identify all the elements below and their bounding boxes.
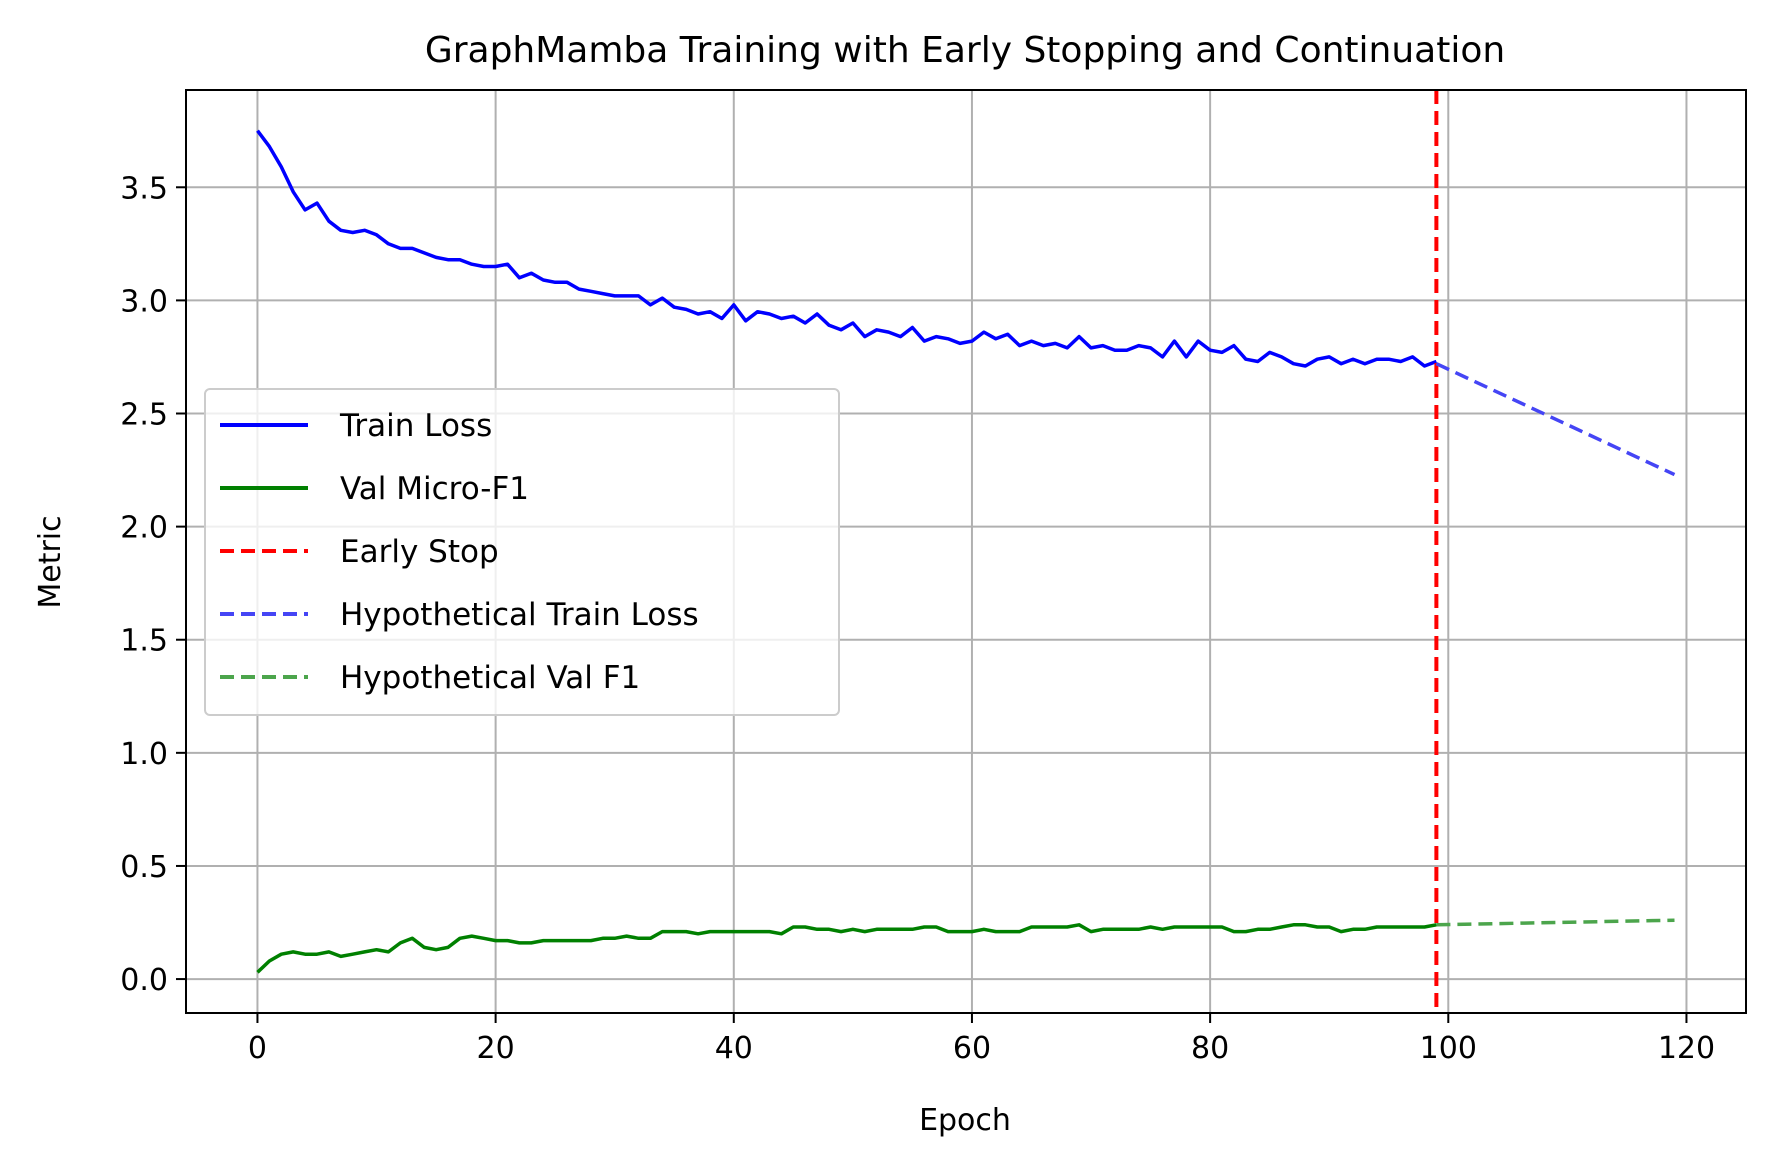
hypothetical-train-loss-line — [1435, 362, 1676, 477]
val-micro-f1-line — [256, 923, 1437, 974]
x-tick-label: 20 — [477, 1031, 515, 1066]
y-tick-label: 2.0 — [120, 511, 168, 546]
y-tick-label: 1.5 — [120, 624, 168, 659]
legend-label-hypothetical-val-f1: Hypothetical Val F1 — [340, 660, 640, 696]
chart-title: GraphMamba Training with Early Stopping … — [425, 30, 1505, 71]
x-tick-label: 80 — [1191, 1031, 1229, 1066]
x-tick-label: 0 — [248, 1031, 267, 1066]
legend-label-early-stop: Early Stop — [340, 534, 499, 570]
legend-box — [204, 388, 840, 716]
train-loss-line — [256, 129, 1438, 368]
ticks: 0 20 40 60 80 100 120 0.0 0.5 1.0 1.5 2.0 2.5 3.0 3.5 — [120, 171, 1715, 1066]
x-tick-label: 40 — [715, 1031, 753, 1066]
x-tick-label: 60 — [953, 1031, 991, 1066]
axes-frame — [185, 89, 1747, 1014]
y-axis-label: Metric — [33, 515, 68, 608]
legend-label-val-micro-f1: Val Micro-F1 — [340, 471, 529, 507]
y-tick-label: 1.0 — [120, 737, 168, 772]
y-tick-label: 3.5 — [120, 171, 168, 206]
hypothetical-val-f1-line — [1436, 918, 1675, 927]
y-tick-label: 3.0 — [120, 284, 168, 319]
y-tick-label: 2.5 — [120, 398, 168, 433]
legend-label-train-loss: Train Loss — [339, 408, 492, 444]
legend-label-hypothetical-train-loss: Hypothetical Train Loss — [340, 597, 699, 633]
y-tick-label: 0.5 — [120, 850, 168, 885]
grid — [186, 90, 1746, 1013]
series-layer — [256, 90, 1676, 1013]
x-tick-label: 100 — [1420, 1031, 1477, 1066]
y-tick-label: 0.0 — [120, 963, 168, 998]
legend: Train Loss Val Micro-F1 Early Stop Hypothet… — [204, 388, 840, 716]
x-tick-label: 120 — [1658, 1031, 1715, 1066]
x-axis-label: Epoch — [919, 1103, 1011, 1138]
